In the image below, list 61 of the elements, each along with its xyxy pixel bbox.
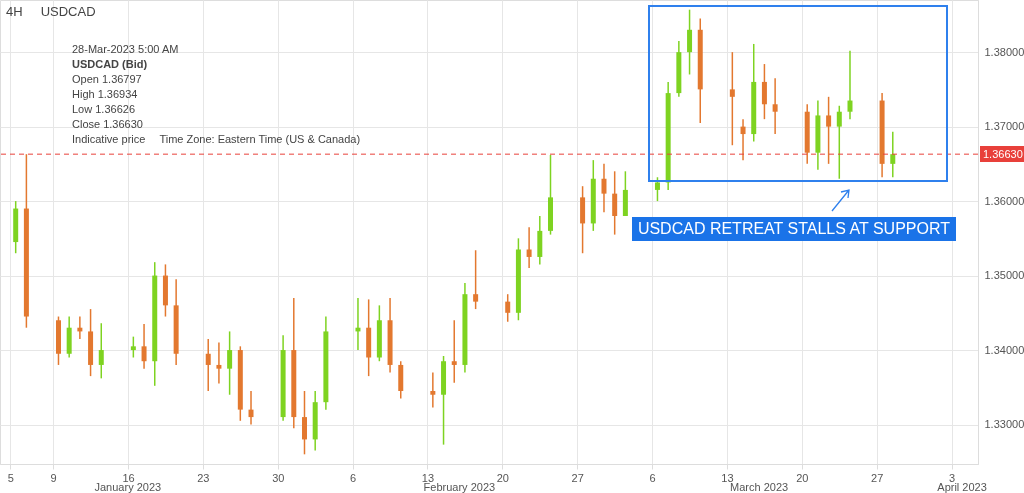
annotation: Open 1.36797 xyxy=(72,72,143,87)
candlestick xyxy=(505,293,511,323)
candlestick xyxy=(205,338,211,392)
y-tick-label: 1.33000 xyxy=(984,418,1024,431)
x-tick-label: 3 xyxy=(949,471,956,484)
candlestick xyxy=(248,390,254,426)
annotation: 28-Mar-2023 5:00 AM xyxy=(72,42,180,57)
candlestick xyxy=(301,390,307,456)
ref-line-label: 1.36630 xyxy=(980,146,1024,163)
annotation: USDCAD (Bid) xyxy=(72,57,149,72)
candlestick xyxy=(654,176,660,202)
x-tick-label: 16 xyxy=(122,471,135,484)
candlestick xyxy=(451,319,457,384)
candlestick xyxy=(141,323,147,370)
candlestick xyxy=(216,341,222,385)
x-tick-label: 6 xyxy=(649,471,656,484)
candlestick xyxy=(473,249,479,310)
candlestick xyxy=(430,371,436,409)
candlestick xyxy=(761,63,767,120)
annotation: Low 1.36626 xyxy=(72,102,136,117)
x-tick-label: 27 xyxy=(871,471,884,484)
x-tick-label: 30 xyxy=(272,471,285,484)
chart-subtitle: 4H xyxy=(6,4,23,19)
annotation: Close 1.36630 xyxy=(72,117,144,132)
candlestick xyxy=(601,163,607,214)
annotation: Indicative price xyxy=(72,132,146,147)
text: March 2023 xyxy=(730,481,789,493)
x-tick-label: 23 xyxy=(197,471,210,484)
chart-title: USDCAD xyxy=(40,4,96,19)
annotation: Time Zone: Eastern Time (US & Canada) xyxy=(159,132,361,147)
candlestick xyxy=(890,131,896,179)
x-tick-label: 9 xyxy=(50,471,57,484)
text: February 2023 xyxy=(423,481,496,493)
y-tick-label: 1.36000 xyxy=(984,194,1024,207)
y-tick-label: 1.38000 xyxy=(984,45,1024,58)
x-tick-label: 5 xyxy=(7,471,14,484)
y-tick-label: 1.34000 xyxy=(984,343,1024,356)
candlestick xyxy=(836,105,842,180)
candlestick xyxy=(227,330,233,396)
x-tick-label: 13 xyxy=(721,471,734,484)
y-tick-label: 1.37000 xyxy=(984,120,1024,133)
text: January 2023 xyxy=(94,481,162,493)
candlestick xyxy=(772,77,778,135)
x-tick-label: 27 xyxy=(571,471,584,484)
x-tick-label: 20 xyxy=(496,471,509,484)
y-tick-label: 1.35000 xyxy=(984,269,1024,282)
candlestick xyxy=(729,51,735,146)
x-tick-label: 20 xyxy=(796,471,809,484)
candlestick xyxy=(826,96,832,165)
text: April 2023 xyxy=(937,481,987,493)
candlestick xyxy=(740,118,746,161)
annotation: USDCAD RETREAT STALLS AT SUPPORT xyxy=(631,217,956,241)
x-tick-label: 6 xyxy=(350,471,357,484)
candlestick xyxy=(612,170,618,236)
candlestick xyxy=(687,8,693,76)
candlestick xyxy=(526,226,532,269)
candlestick xyxy=(130,335,136,359)
annotation: High 1.36934 xyxy=(72,87,139,102)
candlestick xyxy=(98,322,104,380)
x-tick-label: 13 xyxy=(421,471,435,484)
candlestick xyxy=(847,49,853,120)
